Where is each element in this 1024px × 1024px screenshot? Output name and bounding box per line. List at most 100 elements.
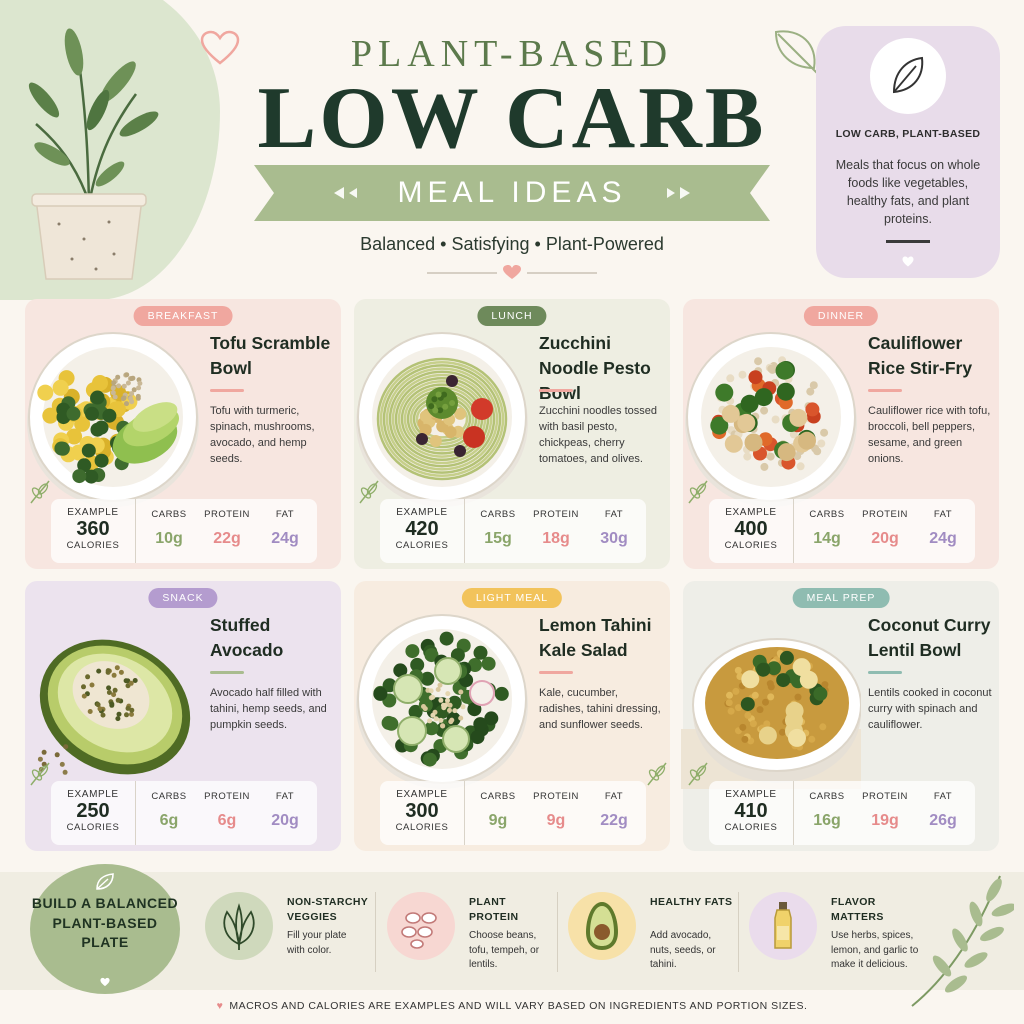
example-label: EXAMPLE (396, 507, 448, 518)
fat-block: FAT 24g (255, 509, 315, 548)
meal-category-badge: MEAL PREP (792, 588, 890, 608)
meal-description: Lentils cooked in coconut curry with spi… (868, 687, 992, 731)
protein-block: PROTEIN 19g (855, 791, 915, 830)
intro-text: Meals that focus on whole foods like veg… (835, 158, 981, 226)
meal-title: Cauliflower Rice Stir-Fry (868, 333, 973, 378)
carbs-value: 14g (813, 530, 841, 547)
potted-plant-icon (28, 28, 159, 280)
carbs-value: 15g (484, 530, 512, 547)
meal-category-badge: BREAKFAST (133, 306, 233, 326)
divider (135, 499, 136, 563)
fat-label: FAT (275, 509, 295, 520)
example-label: EXAMPLE (396, 789, 448, 800)
calories-value: 410 (734, 800, 768, 822)
calories-value: 250 (76, 800, 110, 822)
example-label: EXAMPLE (67, 507, 119, 518)
calories-block: EXAMPLE 250 CALORIES (51, 789, 135, 833)
meal-card: DINNER Cauliflower Rice Stir-Fry Cauliflow… (683, 299, 999, 569)
meal-description: Kale, cucumber, radishes, tahini dressin… (539, 687, 661, 731)
fat-block: FAT 24g (913, 509, 973, 548)
divider (557, 892, 558, 972)
fat-label: FAT (933, 509, 953, 520)
protein-value: 22g (213, 530, 241, 547)
fat-value: 22g (600, 812, 628, 829)
meal-description: Zucchini noodles tossed with basil pesto… (539, 405, 658, 465)
meal-image (23, 609, 203, 789)
sprig-icon (647, 762, 667, 786)
calories-block: EXAMPLE 410 CALORIES (709, 789, 793, 833)
macro-panel: EXAMPLE 300 CALORIES CARBS 9g PROTEIN 9g FAT 22g (380, 781, 646, 845)
leaf-icon (892, 56, 924, 94)
meal-title: Lemon Tahini Kale Salad (539, 615, 652, 660)
title-rule (210, 389, 244, 392)
carbs-label: CARBS (809, 509, 845, 520)
carbs-value: 6g (159, 812, 179, 829)
meal-description: Tofu with turmeric, spinach, mushrooms, … (210, 405, 315, 465)
macro-panel: EXAMPLE 410 CALORIES CARBS 16g PROTEIN 19g FAT 2… (709, 781, 975, 845)
protein-block: PROTEIN 6g (197, 791, 257, 830)
plate-heading-circle (30, 864, 180, 994)
calories-value: 300 (405, 800, 439, 822)
title-rule (539, 389, 573, 392)
sprig-icon (359, 480, 379, 504)
protein-value: 18g (542, 530, 570, 547)
protein-label: PROTEIN (533, 791, 579, 802)
fat-label: FAT (275, 791, 295, 802)
carbs-block: CARBS 6g (139, 791, 199, 830)
title-rule (210, 671, 244, 674)
meal-description: Cauliflower rice with tofu, broccoli, be… (868, 405, 991, 465)
meal-category-badge: LUNCH (477, 306, 547, 326)
carbs-value: 9g (488, 812, 508, 829)
meal-image (681, 327, 861, 507)
fat-value: 26g (929, 812, 957, 829)
meal-card: LIGHT MEAL Lemon Tahini Kale Salad Kale, c… (354, 581, 670, 851)
protein-block: PROTEIN 20g (855, 509, 915, 548)
fat-value: 24g (929, 530, 957, 547)
macro-panel: EXAMPLE 400 CALORIES CARBS 14g PROTEIN 20g FAT 2… (709, 499, 975, 563)
ribbon-label: MEAL IDEAS (397, 176, 627, 209)
fat-block: FAT 20g (255, 791, 315, 830)
oil-bottle-icon (749, 892, 817, 960)
example-label: EXAMPLE (725, 507, 777, 518)
fat-label: FAT (933, 791, 953, 802)
protein-label: PROTEIN (533, 509, 579, 520)
title-rule (539, 671, 573, 674)
divider (793, 499, 794, 563)
protein-value: 6g (217, 812, 237, 829)
divider (886, 240, 930, 243)
protein-label: PROTEIN (204, 791, 250, 802)
tip-text: Use herbs, spices, lemon, and garlic to … (831, 930, 919, 970)
title-rule (868, 671, 902, 674)
divider (464, 781, 465, 845)
calories-block: EXAMPLE 360 CALORIES (51, 507, 135, 551)
calories-block: EXAMPLE 400 CALORIES (709, 507, 793, 551)
fat-block: FAT 30g (584, 509, 644, 548)
example-label: EXAMPLE (67, 789, 119, 800)
calories-label: CALORIES (724, 540, 778, 551)
calories-value: 400 (734, 518, 768, 540)
tip-title: FLAVOR MATTERS (831, 896, 884, 923)
calories-label: CALORIES (66, 822, 120, 833)
tagline: Balanced • Satisfying • Plant-Powered (360, 234, 664, 254)
divider (135, 781, 136, 845)
leaf-badge (870, 38, 946, 114)
meal-card: BREAKFAST Tofu Scramble Bowl Tofu with tur… (25, 299, 341, 569)
fat-label: FAT (604, 791, 624, 802)
protein-block: PROTEIN 18g (526, 509, 586, 548)
carbs-block: CARBS 15g (468, 509, 528, 548)
example-label: EXAMPLE (725, 789, 777, 800)
meal-category-badge: LIGHT MEAL (461, 588, 563, 608)
avocado-icon (568, 892, 636, 960)
divider (464, 499, 465, 563)
leaf-icon (774, 30, 819, 75)
meal-description: Avocado half filled with tahini, hemp se… (210, 687, 327, 731)
carbs-label: CARBS (151, 509, 187, 520)
calories-value: 420 (405, 518, 439, 540)
divider (793, 781, 794, 845)
heart-icon (902, 256, 914, 267)
calories-label: CALORIES (724, 822, 778, 833)
fat-block: FAT 22g (584, 791, 644, 830)
meal-image (352, 327, 532, 507)
tip-title: PLANT PROTEIN (469, 896, 519, 923)
calories-block: EXAMPLE 300 CALORIES (380, 789, 464, 833)
